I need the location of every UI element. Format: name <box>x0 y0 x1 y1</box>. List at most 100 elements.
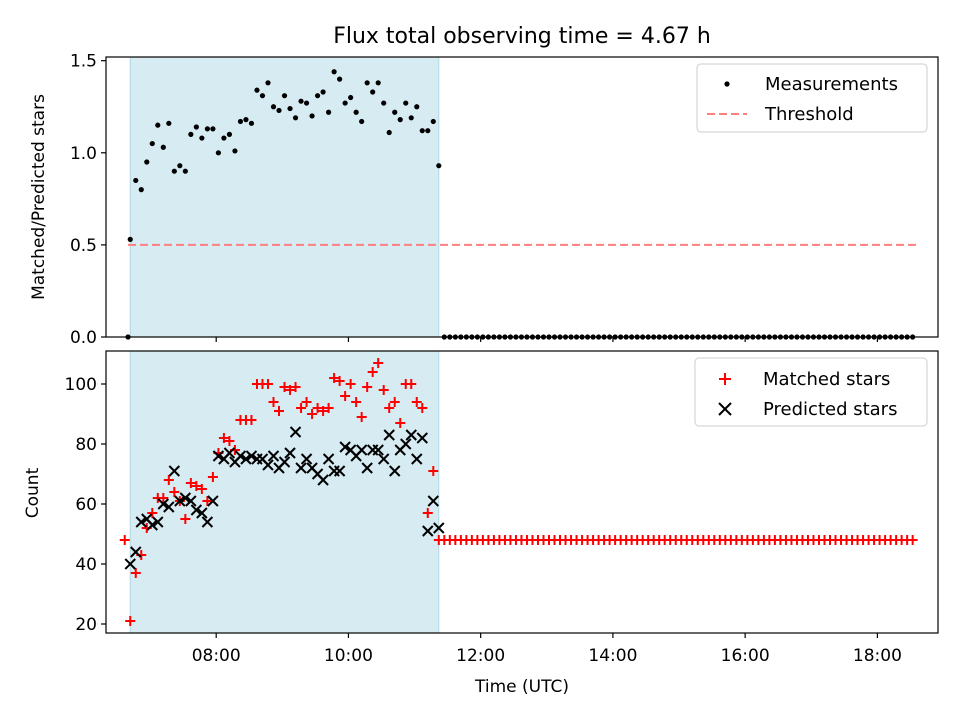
matched-star-point <box>362 382 373 392</box>
predicted-star-point <box>400 438 412 450</box>
y-tick-label: 40 <box>75 555 97 575</box>
predicted-star-point <box>355 444 368 456</box>
predicted-star-point <box>267 450 280 462</box>
measurement-point <box>177 163 183 169</box>
top-y-axis: 0.0 0.5 1.0 1.5 <box>70 52 106 348</box>
top-y-axis-label: Matched/Predicted stars <box>29 94 49 300</box>
marker-d2 <box>262 459 274 471</box>
y-tick-label: 0.5 <box>70 236 97 256</box>
matched-star-point <box>207 472 218 482</box>
measurement-point <box>149 140 155 147</box>
marker-d2 <box>427 495 439 507</box>
marker-d2 <box>411 453 423 465</box>
matched-star-point <box>290 382 301 392</box>
marker-d2 <box>130 546 142 558</box>
marker-d2 <box>361 462 373 474</box>
measurement-point <box>160 144 166 150</box>
marker-d2 <box>141 513 153 525</box>
legend-label-predicted-stars: Predicted stars <box>763 399 897 420</box>
legend-label-matched-stars: Matched stars <box>763 369 890 390</box>
top-x-axis <box>215 337 878 342</box>
marker-d2 <box>157 498 170 510</box>
measurement-point <box>171 168 177 174</box>
marker-d2 <box>174 495 186 507</box>
matched-star-point <box>351 397 362 407</box>
predicted-star-point <box>240 453 252 465</box>
bottom-y-axis: 20 40 60 80 100 <box>65 375 106 635</box>
measurement-point <box>425 128 431 134</box>
marker-d2 <box>146 519 158 531</box>
measurement-point <box>320 89 326 95</box>
predicted-star-point <box>174 495 186 507</box>
predicted-star-point <box>152 516 164 528</box>
predicted-star-point <box>262 459 274 471</box>
matched-star-point <box>367 367 378 377</box>
predicted-star-point <box>289 426 302 438</box>
marker-d2 <box>339 441 351 453</box>
measurement-point <box>364 80 370 86</box>
predicted-star-point <box>179 492 192 504</box>
top-legend: Measurements Threshold <box>696 63 928 133</box>
matched-star-point <box>147 508 158 518</box>
predicted-star-point <box>196 507 208 519</box>
observing-window-shade-top <box>129 56 440 338</box>
measurement-point <box>215 150 222 156</box>
measurement-point <box>309 113 315 119</box>
marker-d2 <box>416 432 428 444</box>
marker-d2 <box>185 495 197 507</box>
measurement-point <box>138 187 144 193</box>
predicted-star-point <box>207 495 219 507</box>
measurement-point <box>127 236 133 242</box>
bottom-x-axis: 08:00 10:00 12:00 14:00 16:00 18:00 <box>192 633 902 666</box>
predicted-star-point <box>168 465 181 477</box>
marker-d2 <box>196 507 208 519</box>
measurement-point <box>232 148 238 154</box>
predicted-star-point <box>333 465 346 477</box>
predicted-star-point <box>157 498 170 510</box>
measurement-point <box>166 120 172 126</box>
marker-d2 <box>295 462 307 474</box>
legend-label-measurements: Measurements <box>765 74 898 95</box>
measurement-point <box>408 115 414 121</box>
marker-d2 <box>223 447 236 459</box>
marker-d2 <box>240 453 252 465</box>
marker-d2 <box>179 492 192 504</box>
x-tick-label: 14:00 <box>588 646 637 666</box>
predicted-star-point <box>245 450 258 462</box>
marker-d2 <box>355 444 368 456</box>
matched-star-point <box>318 406 329 416</box>
marker-d2 <box>207 495 219 507</box>
marker-d2 <box>383 429 395 441</box>
matched-star-point <box>411 397 422 407</box>
measurement-point <box>359 118 365 125</box>
matched-star-point <box>422 508 433 518</box>
measurement-point <box>303 100 310 106</box>
measurement-point <box>243 117 249 123</box>
matched-star-point <box>191 481 202 491</box>
measurement-point <box>419 128 425 134</box>
marker-d2 <box>389 465 401 477</box>
top-legend-box <box>696 63 928 133</box>
matched-star-point <box>268 397 279 407</box>
measurement-point <box>199 135 205 141</box>
marker-d2 <box>300 453 313 465</box>
bottom-plot-frame <box>105 350 939 634</box>
marker-d2 <box>245 450 258 462</box>
marker-d2 <box>322 453 335 465</box>
matched-star-point <box>130 568 141 578</box>
observing-window-shade-bottom <box>129 350 440 634</box>
legend-label-threshold: Threshold <box>764 104 854 125</box>
predicted-star-point <box>201 516 214 528</box>
marker-d2 <box>377 453 390 465</box>
matched-star-point <box>356 412 367 422</box>
marker-d2 <box>433 522 445 534</box>
measurement-point <box>403 100 409 106</box>
marker-d2 <box>344 444 357 456</box>
measurement-point <box>237 118 244 125</box>
marker-d2 <box>422 525 434 537</box>
measurement-point <box>265 80 271 86</box>
predicted-star-point <box>322 453 335 465</box>
marker-d2 <box>256 453 269 465</box>
matched-star-point <box>180 514 191 524</box>
matched-star-point <box>262 379 273 389</box>
